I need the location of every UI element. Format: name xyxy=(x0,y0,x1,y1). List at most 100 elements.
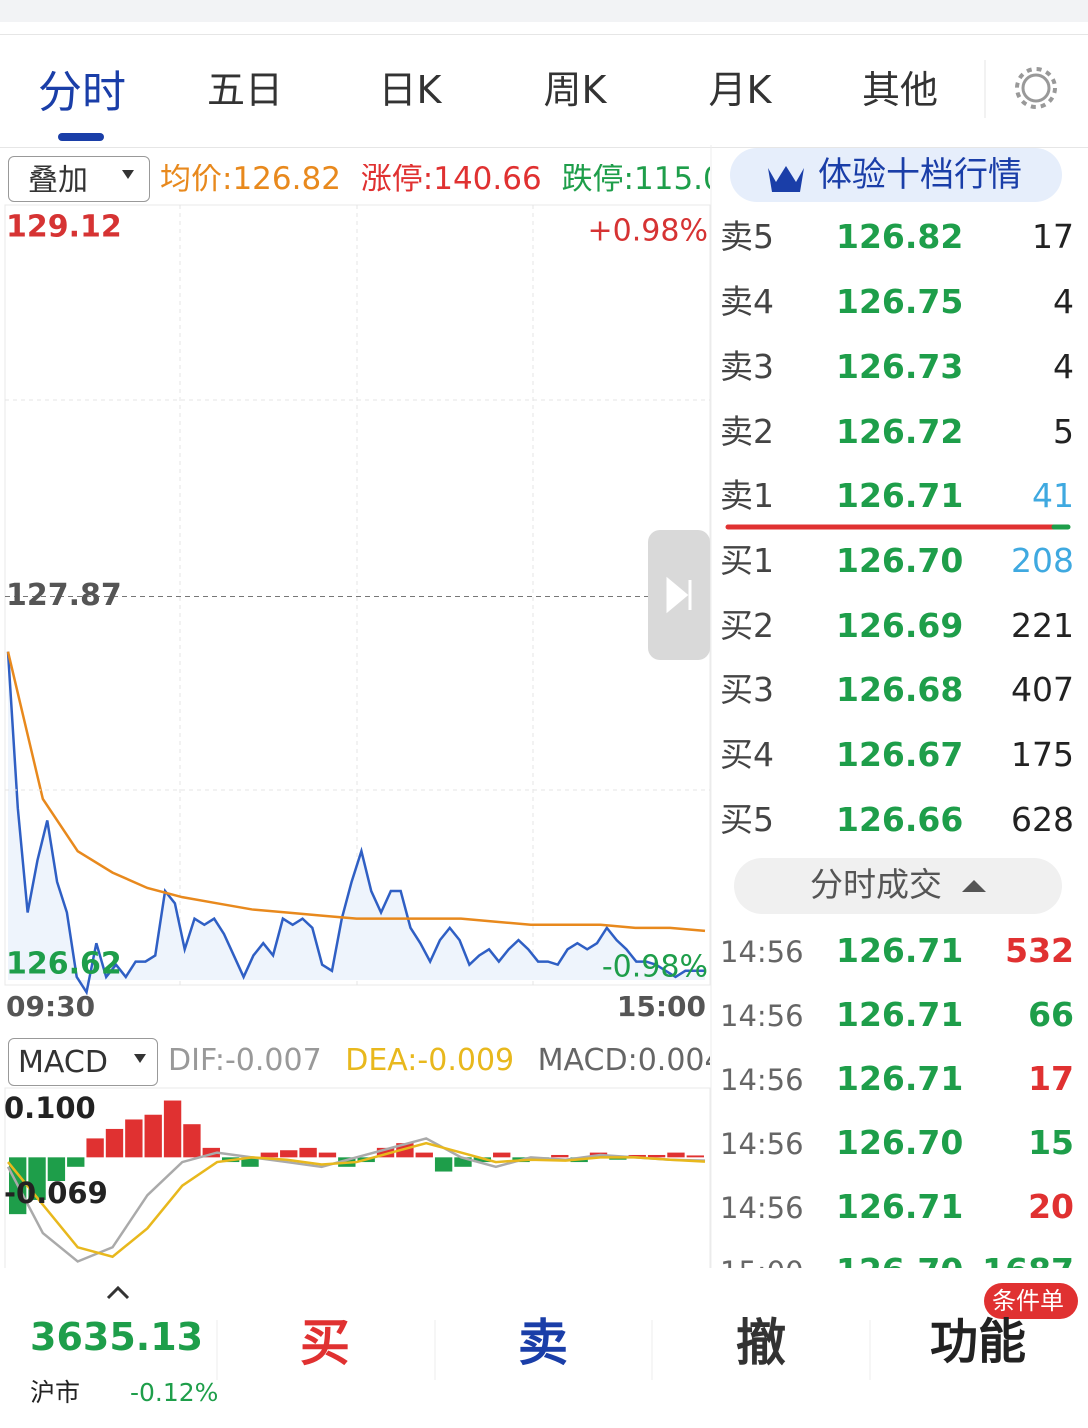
trades-button[interactable]: 分时成交 xyxy=(810,865,942,904)
depth-volume: 4 xyxy=(1053,347,1074,386)
dropdown-arrow xyxy=(134,1054,146,1063)
depth-label: 卖2 xyxy=(720,412,774,451)
macd-bar xyxy=(628,1154,646,1158)
trades-list: 14:56 126.71 532 14:56 126.71 66 14:56 126.71 17… xyxy=(712,920,1088,1268)
depth-volume: 4 xyxy=(1053,282,1074,321)
settings-icon[interactable] xyxy=(1021,73,1051,103)
trade-price: 126.71 xyxy=(836,995,964,1034)
depth-price: 126.73 xyxy=(836,347,964,386)
avg-line xyxy=(6,651,706,933)
trade-time: 14:56 xyxy=(720,1191,804,1225)
macd-bar xyxy=(280,1150,298,1158)
price-line xyxy=(6,651,705,996)
macd-bar xyxy=(551,1154,569,1158)
tab[interactable]: 月K xyxy=(708,68,772,112)
index-change: -0.12% xyxy=(130,1378,219,1407)
depth-label: 买1 xyxy=(720,541,774,580)
macd-bar xyxy=(260,1152,279,1158)
avg-price: 均价:126.82 xyxy=(160,164,341,197)
down-pct: -0.98% xyxy=(602,950,708,985)
tab-underline xyxy=(58,133,104,141)
expand-caret[interactable] xyxy=(106,1285,130,1300)
depth-volume: 5 xyxy=(1053,412,1074,451)
depth-volume: 221 xyxy=(1011,606,1074,645)
limit-down: 跌停:115.0 xyxy=(561,164,710,197)
macd-bar xyxy=(105,1128,124,1158)
trade-volume: 66 xyxy=(1028,995,1074,1034)
depth-label: 卖4 xyxy=(720,282,774,321)
macd-frame xyxy=(4,1087,711,1279)
trade-price: 126.71 xyxy=(836,1187,964,1226)
depth-label: 买4 xyxy=(720,735,774,774)
up-pct: +0.98% xyxy=(588,214,708,249)
depth-label: 买5 xyxy=(720,800,774,839)
macd-bar xyxy=(473,1157,492,1163)
y-tick-label: 127.87 xyxy=(6,578,122,613)
macd-value: MACD:0.004 xyxy=(537,1046,710,1078)
macd-bar xyxy=(415,1152,433,1158)
bottom-bar xyxy=(0,1268,1088,1428)
tab[interactable]: 周K xyxy=(543,68,607,112)
triangle-up xyxy=(962,880,986,892)
tab[interactable]: 其他 xyxy=(861,68,939,112)
status-strip xyxy=(0,0,1088,22)
macd-bar xyxy=(183,1124,201,1158)
trade-volume: 1687 xyxy=(982,1254,1074,1268)
depth-label: 买2 xyxy=(720,606,774,645)
depth-price: 126.68 xyxy=(836,670,964,709)
macd-bar xyxy=(47,1157,66,1182)
macd-tick: 0.100 xyxy=(4,1091,96,1125)
tab[interactable]: 五日 xyxy=(206,68,284,112)
trade-time: 14:56 xyxy=(720,1063,804,1097)
price-area xyxy=(8,651,705,993)
macd-dropdown[interactable] xyxy=(8,1038,158,1086)
overlay-dropdown[interactable] xyxy=(8,156,150,202)
overlay-dropdown-label[interactable]: 叠加 xyxy=(28,163,88,198)
limit-up: 涨停:140.66 xyxy=(360,164,542,197)
function-button[interactable]: 功能 xyxy=(930,1314,1027,1370)
depth-volume: 407 xyxy=(1011,670,1074,709)
depth-price: 126.67 xyxy=(836,735,964,774)
y-tick-label: 129.12 xyxy=(6,210,122,245)
depth-button[interactable]: 体验十档行情 xyxy=(818,155,1022,195)
trade-time: 14:56 xyxy=(720,935,804,969)
trades-button-bg[interactable] xyxy=(734,858,1062,914)
depth-volume: 208 xyxy=(1011,541,1074,580)
crown-icon xyxy=(768,166,804,192)
depth-price: 126.75 xyxy=(836,282,964,321)
index-value: 3635.13 xyxy=(30,1315,204,1359)
dea: DEA:-0.009 xyxy=(345,1046,515,1078)
depth-price: 126.70 xyxy=(836,541,964,580)
overlay-info: 均价:126.82 涨停:140.66 跌停:115.0 xyxy=(160,164,710,204)
tab[interactable]: 分时 xyxy=(38,67,126,118)
depth-price: 126.82 xyxy=(836,217,964,256)
macd-info: DIF:-0.007 DEA:-0.009 MACD:0.004 xyxy=(168,1046,710,1086)
macd-bar xyxy=(667,1152,685,1158)
trade-time: 14:56 xyxy=(720,999,804,1033)
macd-bar xyxy=(376,1147,395,1158)
macd-bar xyxy=(299,1147,317,1158)
badge[interactable]: 条件单 xyxy=(992,1287,1064,1315)
macd-bar xyxy=(454,1157,472,1167)
dif: DIF:-0.007 xyxy=(168,1046,322,1078)
sell-button[interactable]: 卖 xyxy=(518,1314,568,1372)
trade-volume: 17 xyxy=(1028,1059,1074,1098)
badge-bg xyxy=(984,1283,1078,1319)
depth-label: 卖1 xyxy=(720,476,774,515)
trade-volume: 20 xyxy=(1028,1187,1074,1226)
depth-button-bg[interactable] xyxy=(730,148,1062,202)
depth-volume: 175 xyxy=(1011,735,1074,774)
depth-volume: 628 xyxy=(1011,800,1074,839)
macd-bar xyxy=(144,1114,162,1158)
trade-volume: 532 xyxy=(1005,931,1074,970)
depth-label: 卖5 xyxy=(720,217,774,256)
buy-button[interactable]: 买 xyxy=(300,1314,350,1372)
trade-price: 126.70 xyxy=(836,1123,964,1162)
cancel-button[interactable]: 撤 xyxy=(736,1314,786,1372)
depth-volume: 41 xyxy=(1032,476,1074,515)
trade-price: 126.70 xyxy=(836,1254,963,1268)
macd-dropdown-label[interactable]: MACD xyxy=(18,1045,108,1080)
tab[interactable]: 日K xyxy=(378,68,442,112)
trade-time: 14:56 xyxy=(720,1127,804,1161)
